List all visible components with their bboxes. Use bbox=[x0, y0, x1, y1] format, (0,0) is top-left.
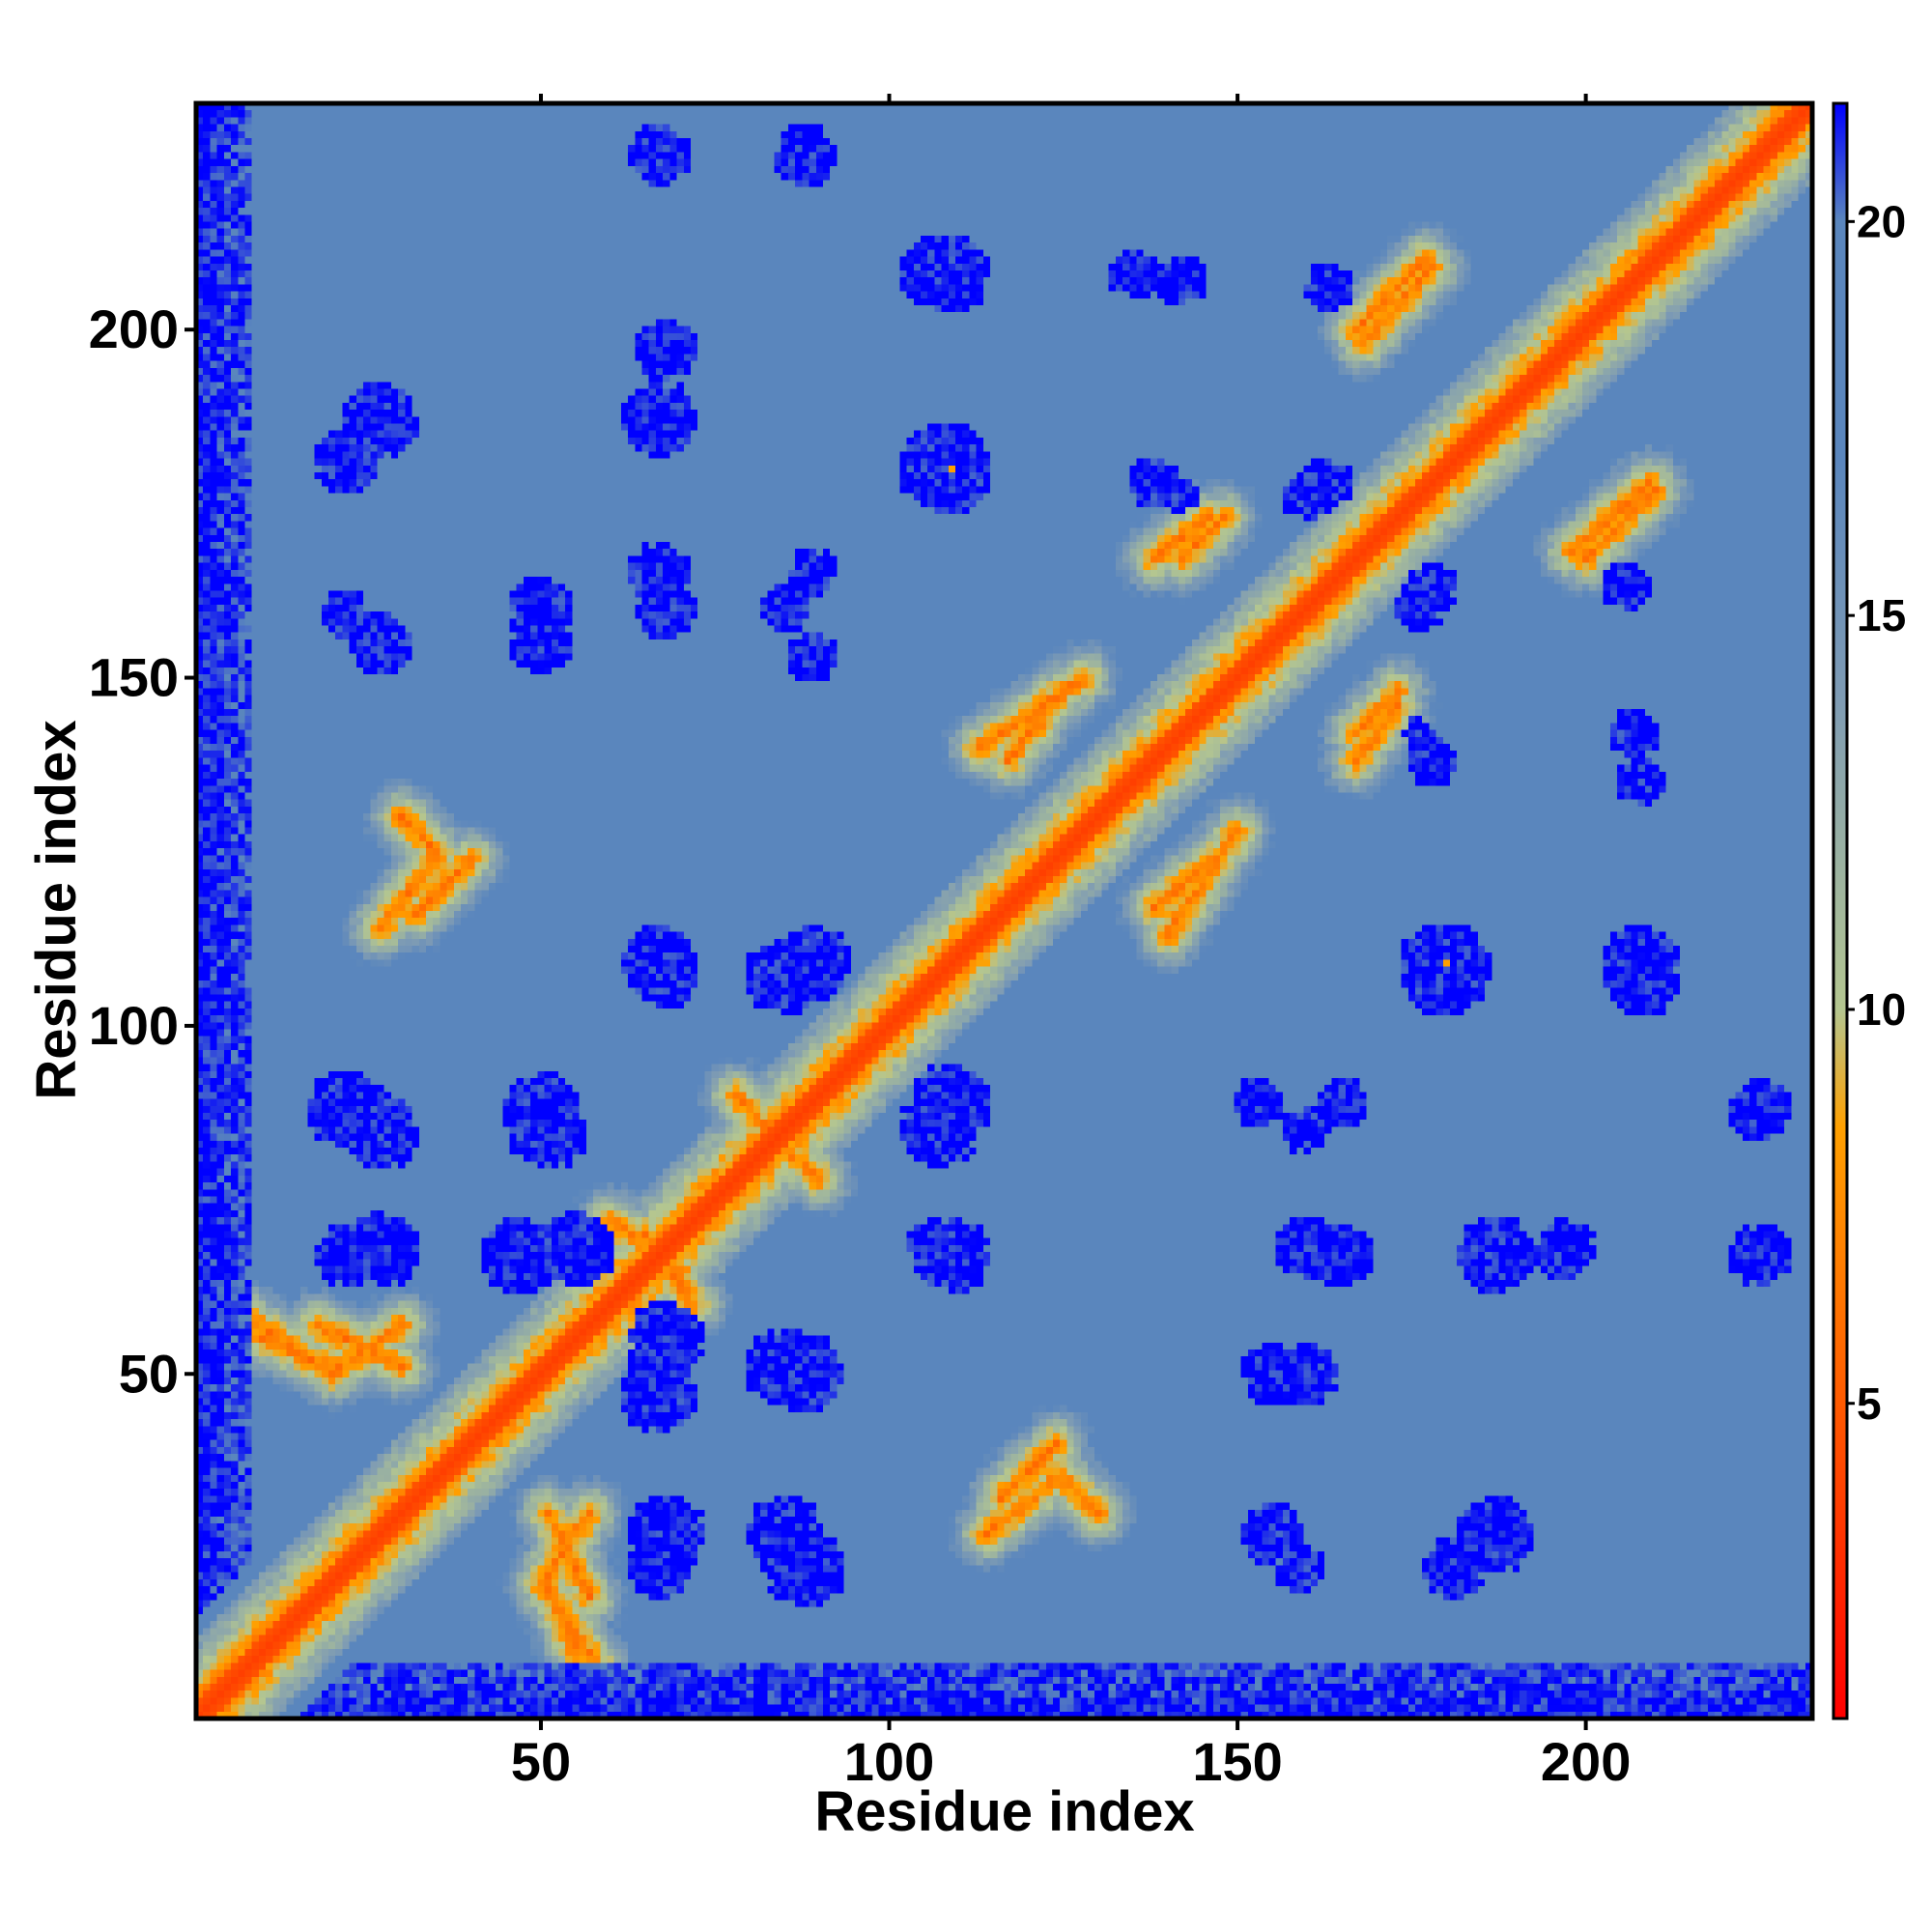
y-tick-label: 200 bbox=[89, 298, 179, 359]
y-axis-title: Residue index bbox=[25, 720, 88, 1099]
colorbar: 5 10 15 20 bbox=[1832, 101, 1906, 1720]
heatmap bbox=[196, 103, 1812, 1719]
x-tick-label: 200 bbox=[1541, 1731, 1631, 1792]
colorbar-frame bbox=[1832, 101, 1849, 1720]
x-tick-label: 150 bbox=[1192, 1731, 1282, 1792]
colorbar-tick-label: 20 bbox=[1857, 196, 1906, 246]
x-tick-label: 100 bbox=[844, 1731, 934, 1792]
colorbar-gradient bbox=[1833, 103, 1847, 1719]
x-tick-label: 50 bbox=[511, 1731, 571, 1792]
y-tick-label: 100 bbox=[89, 995, 179, 1056]
heatmap-cells bbox=[196, 103, 1812, 1719]
x-axis-title: Residue index bbox=[814, 1780, 1194, 1843]
x-axis: 50 100 150 200 bbox=[511, 94, 1631, 1792]
y-tick-label: 50 bbox=[119, 1343, 179, 1404]
colorbar-tick-label: 15 bbox=[1857, 590, 1906, 640]
colorbar-tick-label: 5 bbox=[1857, 1378, 1882, 1429]
y-tick-label: 150 bbox=[89, 647, 179, 708]
y-axis: 50 100 150 200 bbox=[89, 298, 196, 1404]
plot-frame bbox=[193, 100, 1815, 1721]
colorbar-tick-label: 10 bbox=[1857, 984, 1906, 1035]
